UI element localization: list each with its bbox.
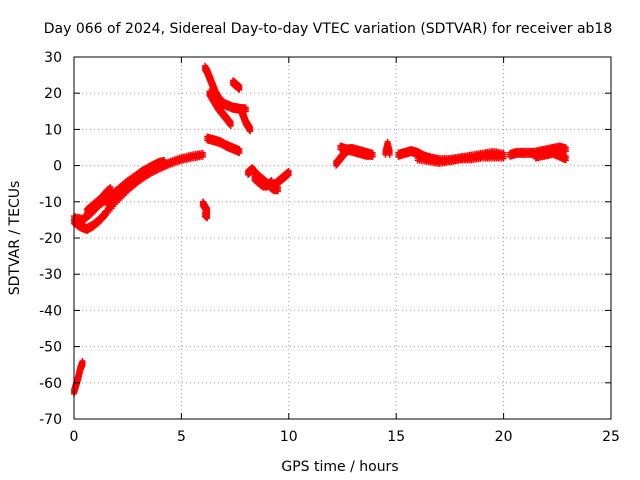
data-point-marker: [204, 215, 211, 222]
y-tick-label: -10: [39, 195, 62, 211]
data-segment: [204, 133, 243, 157]
y-tick-label: 10: [44, 122, 62, 138]
data-segment: [337, 142, 376, 160]
x-tick-label: 5: [177, 429, 186, 445]
data-point-marker: [227, 122, 234, 129]
data-segment: [202, 209, 211, 222]
data-point-marker: [161, 160, 168, 167]
x-tick-label: 0: [70, 429, 79, 445]
x-axis-label: GPS time / hours: [281, 459, 398, 475]
data-points: [71, 62, 569, 397]
y-tick-label: -50: [39, 340, 62, 356]
data-segment: [105, 176, 138, 213]
y-tick-label: 20: [44, 86, 62, 102]
y-tick-label: 30: [44, 50, 62, 66]
data-point-marker: [107, 188, 114, 195]
data-segment: [131, 156, 168, 184]
data-segment: [229, 77, 243, 93]
axis-ticks: 0 5 10 15 20 25 -70 -60 -50 -40 -30 -20 -10 0 10 20 30: [39, 50, 620, 445]
data-segment: [532, 147, 569, 164]
x-tick-label: 20: [495, 429, 513, 445]
data-segment: [238, 106, 254, 135]
x-tick-label: 10: [280, 429, 298, 445]
data-segment: [71, 149, 206, 234]
data-point-marker: [79, 361, 86, 368]
data-point-marker: [562, 148, 569, 155]
data-point-marker: [102, 212, 109, 219]
data-segment: [206, 88, 234, 129]
y-axis-label: SDTVAR / TECUs: [7, 181, 23, 296]
x-tick-label: 25: [602, 429, 620, 445]
y-tick-label: -30: [39, 267, 62, 283]
y-tick-label: 0: [53, 159, 62, 175]
data-point-marker: [199, 153, 206, 160]
x-tick-label: 15: [387, 429, 405, 445]
data-segment: [71, 357, 86, 397]
data-segment: [202, 62, 249, 115]
data-point-marker: [236, 86, 243, 93]
y-tick-label: -20: [39, 231, 62, 247]
data-segment: [251, 173, 275, 191]
y-tick-label: -60: [39, 376, 62, 392]
data-point-marker: [236, 150, 243, 157]
chart-title: Day 066 of 2024, Sidereal Day-to-day VTE…: [44, 21, 613, 37]
data-point-marker: [369, 153, 376, 160]
data-segment: [414, 151, 507, 167]
data-segment: [268, 167, 292, 193]
y-tick-label: -70: [39, 412, 62, 428]
data-point-marker: [227, 122, 234, 129]
data-point-marker: [386, 151, 393, 158]
data-segment: [83, 184, 114, 216]
data-point-marker: [500, 155, 507, 162]
y-tick-label: -40: [39, 303, 62, 319]
data-segment: [382, 138, 393, 158]
grid-lines: [74, 57, 611, 419]
data-point-marker: [562, 157, 569, 164]
data-point-marker: [275, 188, 282, 195]
data-point-marker: [247, 128, 254, 135]
data-point-marker: [285, 171, 292, 178]
